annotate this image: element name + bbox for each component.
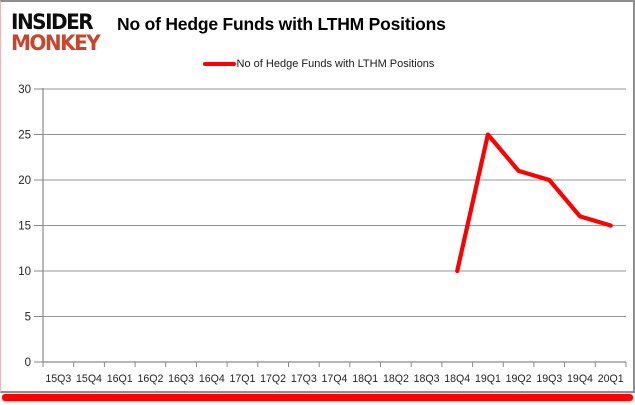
insider-monkey-logo: INSIDER MONKEY [11,8,101,56]
x-tick-label: 16Q2 [137,373,163,385]
x-tick-label: 16Q4 [199,373,225,385]
x-tick-label: 18Q3 [414,373,440,385]
x-tick-label: 17Q2 [260,373,286,385]
x-tick-label: 19Q3 [536,373,562,385]
x-tick-label: 17Q3 [291,373,317,385]
y-tick-label: 15 [18,221,31,233]
x-tick-label: 19Q4 [567,373,593,385]
y-tick-label: 10 [18,266,31,278]
x-tick-label: 15Q3 [45,373,71,385]
x-tick-label: 19Q2 [506,373,532,385]
line-chart: 0 5 10 15 20 25 30 15Q3 15Q4 16Q1 16Q2 16Q3 16Q4 17Q1… [18,84,627,385]
y-tick-label: 30 [18,84,31,96]
x-tick-label: 17Q1 [229,373,255,385]
x-tick-label: 20Q1 [598,373,624,385]
y-tick-label: 20 [18,175,31,187]
x-tick-label: 15Q4 [76,373,102,385]
legend: No of Hedge Funds with LTHM Positions [1,57,635,71]
y-tick-label: 25 [18,130,31,142]
x-tick-label: 16Q3 [168,373,194,385]
x-tick-label: 16Q1 [107,373,133,385]
legend-label: No of Hedge Funds with LTHM Positions [236,58,435,70]
y-tick-label: 0 [25,357,31,369]
x-tick-label: 18Q2 [383,373,409,385]
x-tick-label: 19Q1 [475,373,501,385]
chart-title: No of Hedge Funds with LTHM Positions [117,14,446,34]
logo-text-insider: INSIDER [11,8,94,35]
chart-panel: INSIDER MONKEY No of Hedge Funds with LT… [0,0,635,393]
legend-line-swatch [202,62,236,66]
logo-text-monkey: MONKEY [11,29,101,56]
y-tick-label: 5 [25,312,31,324]
x-tick-label: 18Q1 [352,373,378,385]
data-line-lthm [455,132,613,274]
x-tick-label: 17Q4 [322,373,348,385]
x-tick-label: 18Q4 [444,373,470,385]
bottom-red-bar [2,394,633,401]
